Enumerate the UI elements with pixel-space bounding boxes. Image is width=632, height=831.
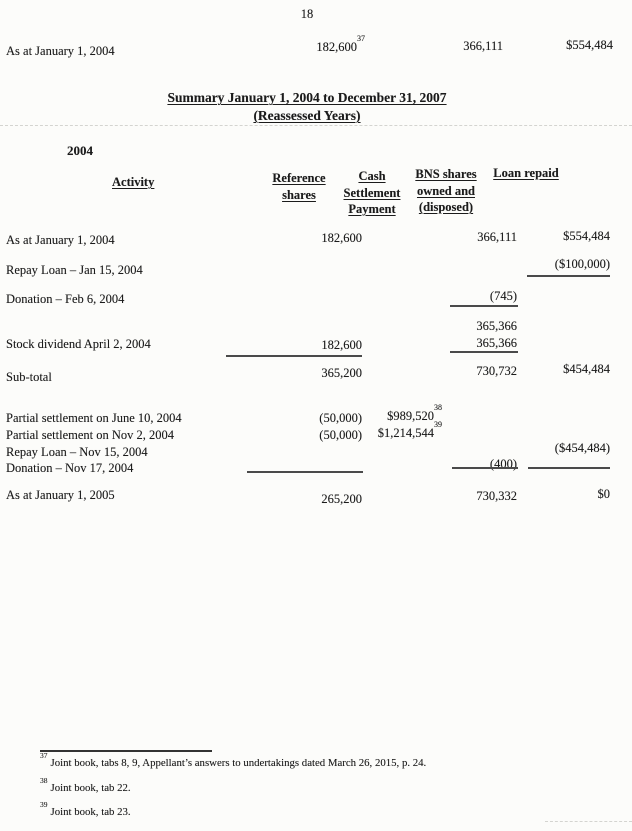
footnote-ref-38: 38 <box>434 403 442 413</box>
section-year-label: 2004 <box>67 143 93 158</box>
cell-bns-shares: 730,332 <box>476 489 517 503</box>
cell-reference-shares: 265,200 <box>321 492 362 506</box>
summary-heading-line1: Summary January 1, 2004 to December 31, … <box>167 90 447 105</box>
row-label: Partial settlement on June 10, 2004 <box>6 411 182 425</box>
column-header-cash-settlement-payment: Cash Settlement Payment <box>343 169 401 216</box>
cell-reference-shares: (50,000) <box>319 428 362 442</box>
cell-loan-repaid: ($454,484) <box>554 441 610 455</box>
footnote-text: Joint book, tab 23. <box>50 806 131 818</box>
column-header-reference-shares: Reference shares <box>272 171 326 202</box>
footnote-39: 39Joint book, tab 23. <box>40 801 131 819</box>
footnote-ref-39: 39 <box>434 420 442 430</box>
footnote-marker: 38 <box>40 775 48 785</box>
carryover-bns-shares-cell: 366,111 <box>463 39 503 53</box>
column-rule <box>247 471 363 473</box>
column-rule <box>226 355 362 357</box>
cell-cash-settlement: $989,52038 <box>387 404 442 423</box>
cash-value: $1,214,544 <box>377 426 434 440</box>
cell-loan-repaid: $454,484 <box>563 362 610 376</box>
footnote-marker: 39 <box>40 799 48 809</box>
carryover-reference-shares-cell: 182,60037 <box>316 35 365 54</box>
row-label: Partial settlement on Nov 2, 2004 <box>6 428 175 442</box>
cell-reference-shares: 365,200 <box>321 366 362 380</box>
cell-cash-settlement: $1,214,54439 <box>377 421 442 440</box>
footnote-text: Joint book, tab 22. <box>50 782 131 794</box>
cell-bns-shares: 365,366 <box>476 336 517 350</box>
cell-bns-shares: (745) <box>489 289 517 303</box>
cell-bns-shares: (400) <box>489 457 517 471</box>
scan-artifact-line <box>545 821 632 822</box>
footnote-ref-37: 37 <box>357 34 365 44</box>
column-rule <box>450 305 518 307</box>
row-label: Repay Loan – Jan 15, 2004 <box>6 263 143 277</box>
cell-reference-shares: (50,000) <box>319 411 362 425</box>
column-rule <box>452 467 518 469</box>
footnote-38: 38Joint book, tab 22. <box>40 777 131 795</box>
row-label: Repay Loan – Nov 15, 2004 <box>6 445 148 459</box>
page-number: 18 <box>300 7 314 21</box>
summary-heading-line2: (Reassessed Years) <box>253 108 361 123</box>
column-header-bns-shares: BNS shares owned and (disposed) <box>415 167 477 214</box>
footnote-separator <box>40 750 212 752</box>
row-label: Stock dividend April 2, 2004 <box>6 337 151 351</box>
cell-reference-shares: 182,600 <box>321 231 362 245</box>
row-label: Sub-total <box>6 370 52 384</box>
cell-loan-repaid: ($100,000) <box>554 257 610 271</box>
carryover-row-label: As at January 1, 2004 <box>6 44 115 58</box>
carryover-reference-value: 182,600 <box>316 40 357 54</box>
column-header-activity: Activity <box>112 175 155 189</box>
scan-artifact-line <box>0 125 632 126</box>
footnote-text: Joint book, tabs 8, 9, Appellant’s answe… <box>50 757 427 769</box>
cell-bns-shares: 366,111 <box>477 230 517 244</box>
footnote-37: 37Joint book, tabs 8, 9, Appellant’s ans… <box>40 752 427 770</box>
cell-bns-shares: 730,732 <box>476 364 517 378</box>
row-label: As at January 1, 2004 <box>6 233 115 247</box>
cell-bns-shares: 365,366 <box>476 319 517 333</box>
column-header-loan-repaid: Loan repaid <box>493 166 559 180</box>
carryover-loan-repaid-cell: $554,484 <box>566 38 613 52</box>
cash-value: $989,520 <box>387 409 434 423</box>
cell-loan-repaid: $554,484 <box>563 229 610 243</box>
column-rule <box>528 467 610 469</box>
row-label: As at January 1, 2005 <box>6 488 115 502</box>
footnote-marker: 37 <box>40 750 48 760</box>
cell-reference-shares: 182,600 <box>321 338 362 352</box>
row-label: Donation – Nov 17, 2004 <box>6 461 134 475</box>
column-rule <box>527 275 610 277</box>
column-rule <box>450 351 518 353</box>
cell-loan-repaid: $0 <box>597 487 611 501</box>
row-label: Donation – Feb 6, 2004 <box>6 292 125 306</box>
